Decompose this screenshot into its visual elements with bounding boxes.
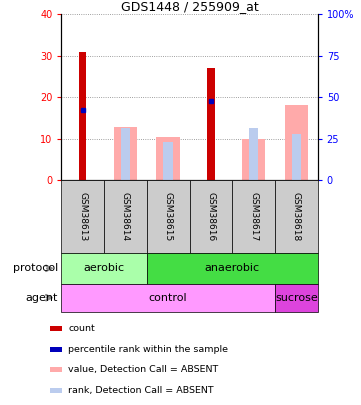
Bar xyxy=(242,139,265,180)
Text: value, Detection Call = ABSENT: value, Detection Call = ABSENT xyxy=(68,365,218,374)
Bar xyxy=(104,180,147,253)
Bar xyxy=(275,180,318,253)
Bar xyxy=(61,180,104,253)
Text: GSM38617: GSM38617 xyxy=(249,192,258,241)
Bar xyxy=(147,253,318,284)
Bar xyxy=(232,180,275,253)
Text: control: control xyxy=(149,293,187,303)
Text: protocol: protocol xyxy=(13,263,58,273)
Text: rank, Detection Call = ABSENT: rank, Detection Call = ABSENT xyxy=(68,386,214,394)
Text: agent: agent xyxy=(25,293,58,303)
Text: anaerobic: anaerobic xyxy=(205,263,260,273)
Bar xyxy=(61,253,147,284)
Text: percentile rank within the sample: percentile rank within the sample xyxy=(68,345,228,354)
Bar xyxy=(79,52,86,180)
Bar xyxy=(164,142,173,180)
Bar xyxy=(50,347,62,352)
Bar xyxy=(50,326,62,331)
Bar xyxy=(190,180,232,253)
Bar xyxy=(61,284,275,312)
Bar xyxy=(114,127,137,180)
Text: GSM38613: GSM38613 xyxy=(78,192,87,241)
Bar xyxy=(156,137,180,180)
Text: count: count xyxy=(68,324,95,333)
Text: GSM38614: GSM38614 xyxy=(121,192,130,241)
Title: GDS1448 / 255909_at: GDS1448 / 255909_at xyxy=(121,0,258,13)
Text: GSM38615: GSM38615 xyxy=(164,192,173,241)
Bar xyxy=(249,128,258,180)
Text: GSM38618: GSM38618 xyxy=(292,192,301,241)
Bar xyxy=(207,68,214,180)
Text: aerobic: aerobic xyxy=(83,263,125,273)
Bar xyxy=(50,388,62,393)
Text: GSM38616: GSM38616 xyxy=(206,192,216,241)
Bar xyxy=(292,134,301,180)
Bar xyxy=(275,284,318,312)
Text: sucrose: sucrose xyxy=(275,293,318,303)
Bar xyxy=(50,367,62,372)
Bar xyxy=(121,128,130,180)
Bar xyxy=(284,104,308,180)
Bar xyxy=(147,180,190,253)
